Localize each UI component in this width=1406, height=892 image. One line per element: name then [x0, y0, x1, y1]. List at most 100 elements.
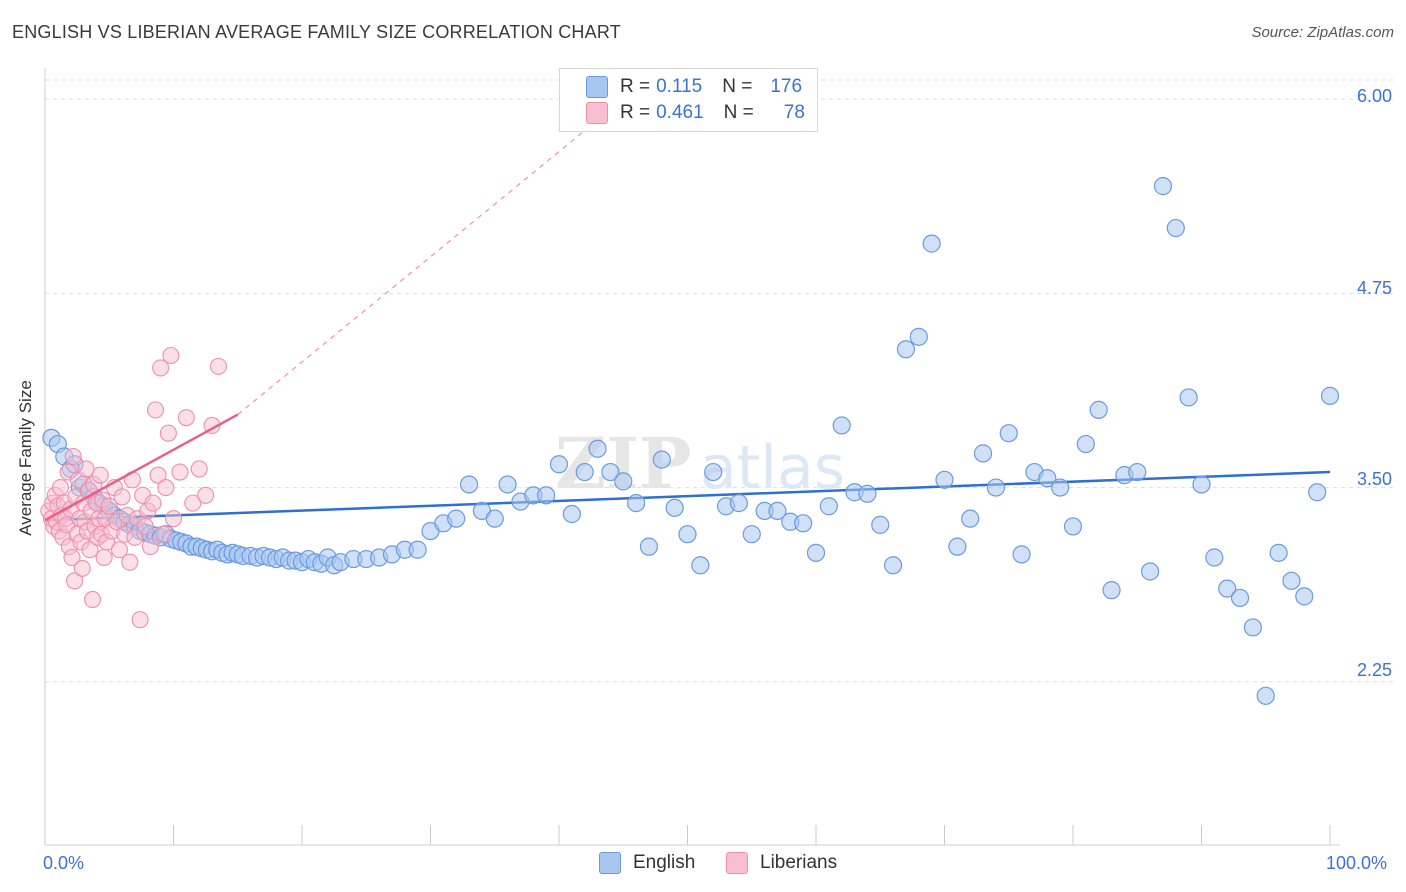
watermark-zip: ZIP [555, 422, 691, 505]
english-point [704, 462, 723, 482]
english-point [768, 501, 787, 520]
english-point [1038, 469, 1057, 488]
english-point [871, 515, 890, 534]
english-point [986, 478, 1006, 497]
english-point [1102, 581, 1121, 600]
legend-row-liberian: R = 0.461 N = 78 [586, 101, 805, 125]
english-point [408, 540, 427, 559]
english-point [935, 470, 954, 489]
liberian-point [136, 517, 154, 535]
english-point [1179, 388, 1198, 407]
legend-label-english: English [633, 852, 696, 873]
r-value: 0.115 [656, 76, 703, 97]
english-point [1295, 587, 1314, 606]
english-point [819, 497, 838, 516]
english-point [1128, 462, 1147, 482]
english-point [1140, 562, 1160, 581]
english-point [858, 484, 877, 503]
liberian-point [77, 460, 95, 478]
liberian-point [126, 528, 144, 546]
n-value: 78 [783, 102, 805, 123]
liberian-point [171, 463, 189, 481]
english-point [614, 472, 633, 491]
english-swatch [586, 76, 608, 98]
english-point [1230, 588, 1250, 608]
liberian-point [146, 401, 165, 419]
english-point [549, 455, 569, 474]
liberian-point [81, 541, 99, 559]
liberian-point [95, 548, 113, 567]
english-point [1012, 545, 1031, 564]
r-label: R = [620, 76, 651, 97]
english-point [1076, 434, 1095, 454]
gridlines [45, 79, 1395, 683]
liberian-point [209, 357, 228, 375]
english-swatch [599, 852, 621, 874]
x-max-label: 100.0% [1326, 853, 1388, 873]
legend-row-english: R = 0.115 N = 176 [586, 75, 802, 99]
n-label: N = [722, 76, 753, 97]
legend-item-liberians[interactable]: Liberians [726, 852, 837, 874]
liberian-point [73, 559, 91, 577]
english-point [691, 556, 710, 575]
english-point [678, 525, 697, 544]
liberian-trend-line [44, 413, 239, 522]
english-point [498, 475, 517, 494]
english-point [961, 509, 980, 528]
english-point [1205, 548, 1224, 567]
english-point [948, 537, 967, 556]
liberian-point [190, 460, 208, 478]
zipatlas-watermark: ZIP atlas [555, 422, 845, 505]
english-point [806, 543, 826, 562]
english-point [1308, 483, 1327, 502]
english-point [1051, 478, 1070, 497]
liberian-point [177, 409, 195, 427]
english-point [896, 340, 916, 359]
english-point [601, 462, 620, 482]
liberian-swatch [726, 852, 748, 874]
english-point [537, 486, 556, 505]
liberian-point [159, 424, 177, 442]
english-point [665, 498, 684, 517]
english-point [1282, 571, 1301, 590]
legend-item-english[interactable]: English [599, 852, 695, 874]
liberian-point [110, 541, 129, 559]
english-point [639, 537, 659, 556]
liberian-point [91, 466, 109, 484]
legend-label-liberians: Liberians [760, 852, 838, 873]
english-point [1320, 386, 1340, 405]
y-tick-label: 3.50 [1356, 469, 1392, 489]
source-credit: Source: ZipAtlas.com [1251, 24, 1394, 41]
english-point [1089, 400, 1108, 419]
english-point [626, 494, 646, 513]
english-point [909, 327, 928, 346]
liberian-point [141, 538, 159, 556]
english-point [1256, 686, 1275, 705]
liberian-point [63, 548, 81, 567]
liberian-point [131, 611, 149, 629]
english-point [729, 494, 749, 513]
english-point [922, 234, 941, 253]
english-point [652, 450, 671, 469]
liberian-point [121, 553, 139, 571]
english-point [459, 475, 479, 494]
liberian-point [66, 572, 84, 590]
english-point [832, 416, 851, 435]
english-point [999, 424, 1018, 443]
liberian-point [149, 466, 167, 484]
liberian-point [51, 479, 69, 497]
liberian-point [144, 494, 162, 512]
chart-title: ENGLISH VS LIBERIAN AVERAGE FAMILY SIZE … [12, 22, 621, 42]
correlation-legend: R = 0.115 N = 176 R = 0.461 N = 78 [559, 68, 818, 132]
liberian-point [164, 510, 183, 528]
liberian-swatch [586, 102, 608, 124]
liberian-point [197, 486, 215, 504]
liberian-point [100, 497, 118, 515]
trend-lines [44, 98, 1331, 522]
liberian-point [152, 359, 170, 377]
english-point [447, 509, 466, 528]
axes [44, 68, 1340, 846]
english-point [588, 439, 607, 458]
english-point [1166, 218, 1185, 238]
